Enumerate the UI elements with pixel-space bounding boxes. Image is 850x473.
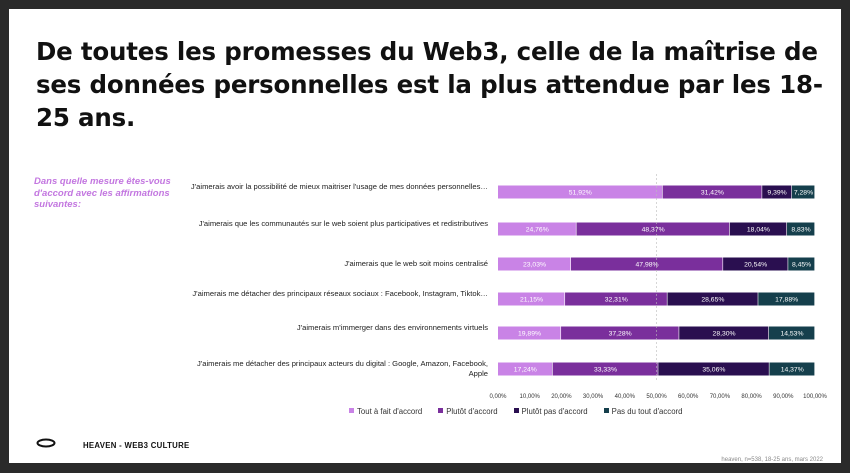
x-tick-label: 60,00% (678, 394, 699, 400)
data-label: 9,39% (767, 189, 786, 196)
bar-segment (762, 185, 792, 199)
data-label: 8,83% (791, 226, 810, 233)
category-label: J'aimerais que le web soit moins central… (344, 258, 488, 268)
bar-segment (667, 292, 758, 306)
legend-item: Plutôt pas d'accord (513, 407, 588, 416)
footer-brand: HEAVEN - WEB3 CULTURE (83, 441, 190, 450)
data-label: 21,15% (520, 296, 543, 303)
data-label: 19,89% (518, 330, 541, 337)
data-label: 48,37% (642, 226, 665, 233)
legend-swatch (438, 408, 444, 413)
bar-segment (498, 185, 662, 199)
data-label: 28,30% (713, 330, 736, 337)
bar-segment (787, 222, 815, 236)
data-label: 20,54% (744, 261, 767, 268)
data-label: 8,45% (792, 261, 811, 268)
data-label: 32,31% (605, 296, 628, 303)
data-label: 51,92% (569, 189, 592, 196)
bar-segment (498, 362, 553, 376)
legend-label: Plutôt d'accord (446, 407, 498, 416)
legend-item: Plutôt d'accord (438, 407, 498, 416)
category-label: J'aimerais m'immerger dans des environne… (296, 322, 488, 332)
bar-segment (769, 362, 815, 376)
bar-segment (571, 257, 723, 271)
data-label: 18,04% (747, 226, 770, 233)
data-label: 35,06% (702, 366, 725, 373)
x-tick-label: 20,00% (551, 394, 572, 400)
bar-segment (576, 222, 730, 236)
legend-item: Pas du tout d'accord (603, 407, 683, 416)
bar-segment (498, 326, 561, 340)
x-tick-label: 90,00% (773, 394, 794, 400)
data-label: 17,24% (514, 366, 537, 373)
x-tick-label: 70,00% (710, 394, 731, 400)
x-tick-label: 100,00% (803, 394, 827, 400)
bar-segment (498, 257, 571, 271)
bar-segment (662, 185, 762, 199)
legend-swatch (603, 408, 609, 413)
data-label: 23,03% (523, 261, 546, 268)
legend-label: Plutôt pas d'accord (521, 407, 588, 416)
data-label: 33,33% (594, 366, 617, 373)
category-label: J'aimerais que les communautés sur le we… (198, 218, 488, 228)
data-label: 31,42% (701, 189, 724, 196)
bar-segment (788, 257, 815, 271)
category-label: J'aimerais avoir la possibilité de mieux… (190, 181, 488, 191)
bar-segment (679, 326, 769, 340)
survey-question: Dans quelle mesure êtes-vous d'accord av… (34, 176, 171, 210)
legend-label: Tout à fait d'accord (357, 407, 423, 416)
x-tick-label: 10,00% (520, 394, 541, 400)
category-label: J'aimerais me détacher des principaux ré… (192, 288, 488, 298)
data-label: 37,28% (609, 330, 632, 337)
stacked-bar-chart: 51,92% 31,42% 9,39% 7,28% 24,76% 48,37% 18,04%… (489, 174, 828, 400)
data-label: 7,28% (794, 189, 813, 196)
legend-swatch (349, 408, 354, 413)
bar-segment (498, 292, 565, 306)
page-title: De toutes les promesses du Web3, celle d… (36, 37, 823, 132)
bar-segment (723, 257, 788, 271)
data-label: 24,76% (526, 226, 549, 233)
legend-label: Pas du tout d'accord (611, 407, 683, 416)
bar-segment (758, 292, 815, 306)
bar-segment (658, 362, 769, 376)
category-label: J'aimerais me détacher des principaux ac… (196, 358, 488, 379)
bar-segment (791, 185, 815, 199)
data-label: 17,88% (775, 296, 798, 303)
legend-item: Tout à fait d'accord (349, 407, 422, 416)
heaven-logo-icon (36, 438, 56, 448)
source-note: heaven, n=538, 18-25 ans, mars 2022 (721, 457, 823, 463)
x-tick-label: 0,00% (489, 394, 507, 400)
data-label: 47,98% (636, 261, 659, 268)
x-tick-label: 30,00% (583, 394, 604, 400)
data-label: 14,37% (781, 366, 804, 373)
bar-segment (768, 326, 815, 340)
x-tick-label: 40,00% (615, 394, 636, 400)
data-label: 28,65% (701, 296, 724, 303)
x-tick-label: 50,00% (646, 394, 667, 400)
slide: De toutes les promesses du Web3, celle d… (9, 9, 841, 463)
bar-segment (729, 222, 787, 236)
bar-segment (565, 292, 667, 306)
bar-segment (552, 362, 658, 376)
bar-segment (561, 326, 679, 340)
x-tick-label: 80,00% (741, 394, 762, 400)
chart-legend: Tout à fait d'accord Plutôt d'accord Plutô… (349, 407, 698, 416)
legend-swatch (513, 408, 519, 413)
bar-segment (498, 222, 576, 236)
data-label: 14,53% (780, 330, 803, 337)
